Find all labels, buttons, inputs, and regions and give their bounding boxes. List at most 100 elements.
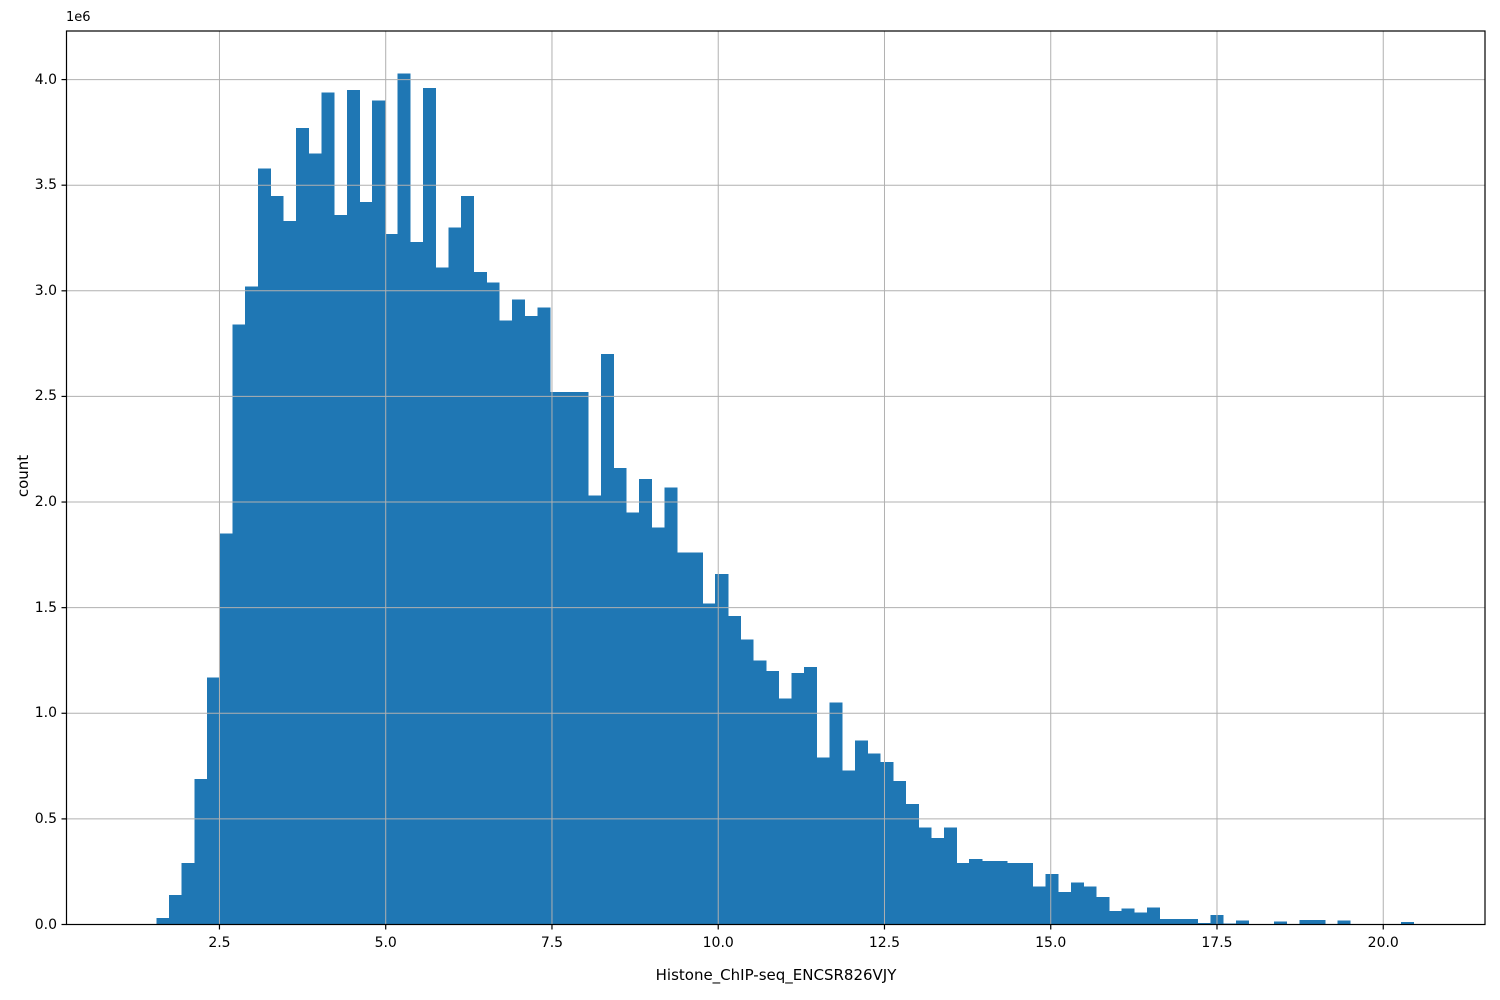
histogram-bar [181,863,195,925]
y-tick-label: 0.5 [34,810,57,827]
histogram-bar [423,88,437,925]
histogram-bar [1121,908,1135,925]
histogram-bar [651,527,665,925]
y-tick-label: 4.0 [34,71,57,88]
histogram-bar [918,827,932,925]
x-tick-label: 5.0 [374,935,397,951]
histogram-bar [232,324,246,925]
histogram-bar [613,468,627,925]
histogram-bar [778,698,792,925]
histogram-bar [219,533,233,925]
histogram-bar [359,202,373,925]
histogram-bar [804,666,818,925]
histogram-bar [626,512,640,925]
histogram-bar [257,168,271,925]
histogram-bar [1159,919,1173,925]
histogram-bar [842,770,856,925]
histogram-bar [1337,920,1351,925]
histogram-bar [1401,922,1415,925]
histogram-bar [892,780,907,925]
y-tick-label: 0.0 [34,916,57,933]
histogram-bar [448,227,462,925]
histogram-bar [1235,920,1250,925]
y-tick-label: 1.5 [34,599,57,616]
x-tick-label: 17.5 [1201,935,1233,951]
histogram-bar [435,267,449,925]
histogram-bar [1096,897,1110,925]
histogram-bar [296,128,310,925]
histogram-bar [537,307,551,925]
histogram-bar [1197,923,1211,925]
x-tick-label: 2.5 [208,935,231,951]
y-tick-label: 3.5 [34,177,57,194]
histogram-bar [372,100,386,925]
histogram-bar [524,316,538,925]
histogram-bar [867,753,881,925]
histogram-bar [384,233,399,925]
histogram-bar [511,299,526,925]
y-tick-label: 3.0 [34,282,57,299]
plot-border [65,30,1486,926]
histogram-bar [956,863,970,925]
histogram-bar [981,861,996,925]
histogram-bar [715,573,729,925]
grid-group [66,31,1485,925]
histogram-bar [1032,886,1046,925]
histogram-bar [156,918,170,925]
histogram-bar [905,804,919,925]
x-tick-label: 7.5 [540,935,564,951]
y-axis-offset-text: 1e6 [66,10,91,25]
histogram-bar [702,603,716,925]
histogram-bar [562,392,576,925]
histogram-bar [1185,919,1199,925]
histogram-bar [1108,910,1123,925]
histogram-bar [1172,919,1186,925]
y-tick-label: 2.5 [34,388,57,405]
histogram-bar [1083,886,1097,925]
histogram-bar [194,778,208,925]
histogram-bar [689,552,703,925]
histogram-bar [994,861,1008,925]
histogram-bar [1299,919,1313,925]
y-tick-label: 1.0 [34,705,57,722]
bars-group [156,73,1427,925]
histogram-bar [499,320,513,925]
histogram-bar [1134,912,1148,925]
tick-group [61,78,1384,930]
histogram-bar [753,660,767,925]
histogram-bar [943,827,957,925]
x-tick-label: 15.0 [1035,935,1067,951]
histogram-bar [1045,873,1059,925]
histogram-bar [765,671,780,925]
histogram-bar [588,495,602,925]
spine-group [65,30,1486,926]
histogram-bar [816,757,830,925]
histogram-bar [334,214,348,925]
histogram-bar [677,552,691,925]
histogram-bar [346,90,360,925]
histogram-bar [600,354,614,925]
histogram-bar [486,282,500,925]
histogram-bar [1070,882,1084,925]
histogram-bar [931,837,945,925]
histogram-bar [1147,907,1161,925]
histogram-bar [1007,863,1021,925]
histogram-bar [397,73,411,925]
histogram-bar [829,702,843,925]
histogram-bar [283,221,297,925]
histogram-bar [550,392,564,925]
histogram-bar [1312,919,1326,925]
histogram-bar [1020,863,1034,925]
y-tick-label: 2.0 [34,494,57,511]
x-tick-label: 12.5 [868,935,901,951]
histogram-bar [880,761,894,925]
histogram-bar [168,894,183,925]
histogram-bar [1058,891,1072,925]
histogram-bar [461,195,475,925]
histogram-bar [207,677,221,925]
histogram-bar [575,392,589,925]
histogram-bar [638,478,653,925]
histogram-bar [308,153,322,925]
